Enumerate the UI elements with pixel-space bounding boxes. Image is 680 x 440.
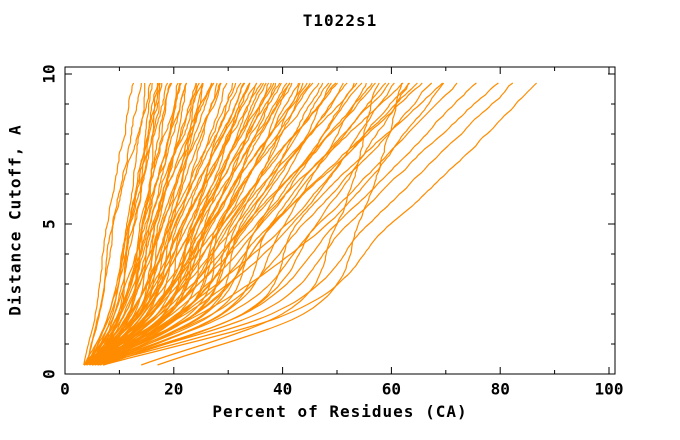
model-curve — [157, 82, 403, 366]
model-curve — [86, 82, 308, 366]
x-tick-label: 80 — [491, 380, 510, 399]
model-curve — [99, 82, 228, 366]
model-curve — [94, 82, 458, 366]
x-tick-label: 100 — [595, 380, 624, 399]
model-curve — [86, 82, 213, 366]
model-curve — [86, 82, 262, 366]
model-curve — [97, 82, 348, 366]
model-curve — [100, 82, 363, 366]
model-curve — [86, 82, 242, 366]
x-tick-label: 40 — [273, 380, 292, 399]
model-curve — [83, 82, 213, 366]
y-tick-label: 10 — [40, 64, 59, 83]
model-curve — [86, 82, 337, 366]
model-curve — [89, 82, 324, 366]
model-curve — [94, 82, 404, 366]
model-curve — [88, 82, 270, 366]
model-curve — [97, 82, 314, 366]
x-tick-label: 60 — [382, 380, 401, 399]
model-curve — [140, 82, 380, 366]
plot-border — [64, 66, 616, 375]
x-axis-label: Percent of Residues (CA) — [212, 402, 468, 421]
model-curve — [91, 83, 146, 366]
model-curve — [97, 82, 477, 366]
model-curve — [86, 82, 423, 366]
y-tick-label: 0 — [40, 369, 59, 379]
model-curve — [83, 82, 188, 366]
model-curve — [89, 82, 395, 366]
model-curve — [102, 82, 538, 366]
model-curve — [89, 82, 445, 366]
model-curve — [86, 82, 188, 366]
model-curve — [86, 82, 376, 366]
x-tick-label: 20 — [164, 380, 183, 399]
model-curve — [83, 83, 163, 366]
model-curve — [83, 82, 418, 366]
model-curve — [97, 82, 514, 366]
x-tick-label: 0 — [60, 380, 70, 399]
y-tick-label: 5 — [40, 219, 59, 229]
model-curve — [83, 82, 237, 366]
model-curve — [91, 82, 499, 366]
model-curve — [83, 82, 135, 366]
model-curve — [83, 82, 373, 366]
model-curve — [99, 82, 411, 366]
model-curve — [99, 82, 272, 366]
model-curve — [102, 82, 367, 366]
model-curve — [102, 82, 332, 366]
model-curve — [86, 82, 282, 366]
model-curve — [86, 82, 169, 366]
model-curve — [86, 82, 152, 366]
model-curve — [89, 82, 355, 366]
chart-title: T1022s1 — [302, 11, 378, 30]
